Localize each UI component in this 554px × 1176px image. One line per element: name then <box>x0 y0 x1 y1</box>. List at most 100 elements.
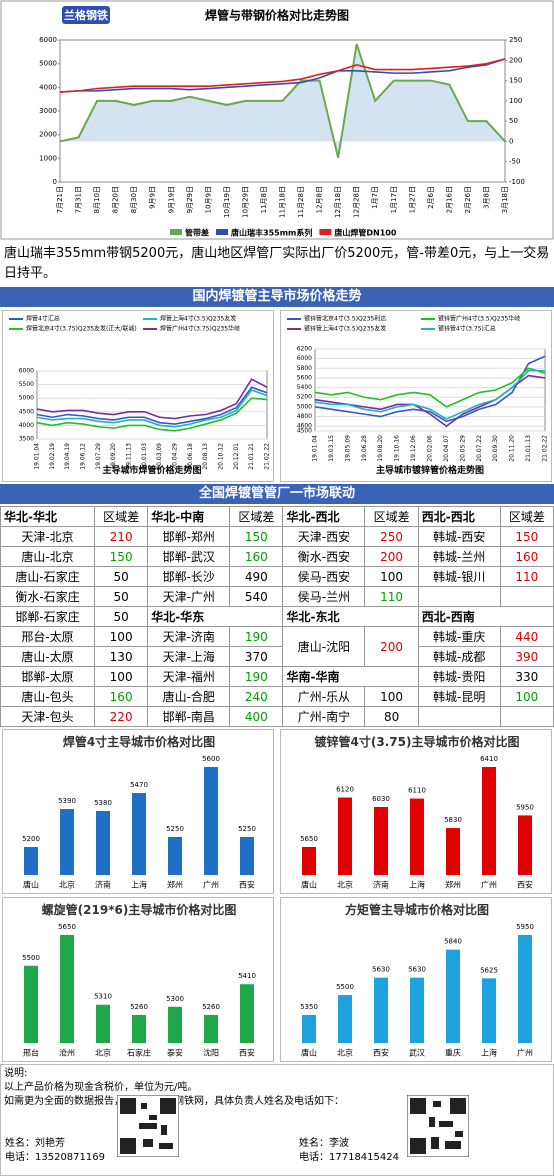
table-cell: 邯郸-石家庄 <box>0 606 95 627</box>
bar <box>302 847 316 875</box>
table-cell: 韩城-成都 <box>417 646 501 667</box>
x-tick-label: 西安 <box>239 1048 255 1058</box>
table-cell: 唐山-沈阳 <box>282 626 366 667</box>
x-tick-label: 11月28日 <box>297 186 305 218</box>
table-wrap: 华北-华北 区域差 华北-中南 区域差 华北-西北 区域差 西北-西北 区域差 天津-北京 210… <box>0 506 554 727</box>
bar-chart: 螺旋管(219*6)主导城市价格对比图 5500 邢台 5650 沧州 5310 北京 526… <box>2 897 274 1062</box>
y-tick-label: 6000 <box>297 355 312 362</box>
weld-trend-chart: 主导城市焊管价格走势图 3500 4000 4500 5000 5500 6000 19.01… <box>2 310 274 482</box>
legend-label: 镀锌管上海4寸(3.5)Q235友发 <box>304 325 386 333</box>
bar <box>132 1015 146 1043</box>
x-tick-label: 广州 <box>203 880 219 890</box>
x-tick-label: 8月10日 <box>93 186 101 213</box>
legend-label: 焊管广州4寸(3.75)Q235华岐 <box>160 325 240 333</box>
table-cell: 衡水-西安 <box>282 546 366 567</box>
table-cell: 邯郸-郑州 <box>147 526 231 547</box>
bar <box>204 1015 218 1043</box>
x-tick-label: 12月28日 <box>353 186 361 218</box>
table-cell: 韩城-重庆 <box>417 626 501 647</box>
x-tick-label: 20.04.07 <box>443 435 450 462</box>
chart-title: 主导城市镀锌管价格走势图 <box>376 464 484 476</box>
x-tick-label: 西安 <box>517 880 533 890</box>
empty-cell <box>417 586 501 607</box>
legend-swatch <box>319 229 332 235</box>
x-tick-label: 9月19日 <box>167 186 175 213</box>
y-tick-label: 4500 <box>19 408 34 415</box>
value-label: 5250 <box>238 825 256 833</box>
y-tick-label: 6000 <box>39 36 57 44</box>
table-cell: 100 <box>93 626 149 647</box>
x-tick-label: 19.02.19 <box>49 443 56 470</box>
x-tick-label: 21.02.22 <box>542 435 549 462</box>
table-cell: 440 <box>499 626 554 647</box>
y-tick-label: 0 <box>53 178 57 186</box>
y-tick-label: 5000 <box>19 395 34 402</box>
y-tick-label: 3000 <box>39 107 57 115</box>
legend-label: 管带差 <box>185 228 209 238</box>
region-table: 华北-华北 区域差 华北-中南 区域差 华北-西北 区域差 西北-西北 区域差 天津-北京 210… <box>0 506 554 727</box>
table-cell: 唐山-北京 <box>0 546 95 567</box>
x-tick-label: 济南 <box>373 880 389 890</box>
x-tick-label: 唐山 <box>23 880 39 890</box>
x-tick-label: 11月18日 <box>279 186 287 218</box>
table-cell: 天津-广州 <box>147 586 231 607</box>
x-tick-label: 20.08.13 <box>202 443 209 470</box>
y2-tick-label: 50 <box>509 117 518 125</box>
table-cell: 390 <box>499 646 554 667</box>
y2-tick-label: 0 <box>509 137 513 145</box>
x-tick-label: 19.06.28 <box>361 435 368 462</box>
series-line <box>36 397 268 432</box>
bar <box>96 811 110 875</box>
table-row: 唐山-北京 150 邯郸-武汉 160 衡水-西安 200 韩城-兰州 160 <box>0 546 554 567</box>
x-tick-label: 20.12.01 <box>233 443 240 470</box>
table-cell: 110 <box>364 586 419 607</box>
table-cell: 广州-乐从 <box>282 686 366 707</box>
table-cell: 220 <box>93 706 149 727</box>
empty-cell <box>499 586 554 607</box>
value-label: 5300 <box>166 995 184 1003</box>
x-tick-label: 沧州 <box>59 1048 75 1058</box>
empty-cell <box>499 706 554 727</box>
bar <box>302 1015 316 1043</box>
table-cell: 240 <box>229 686 284 707</box>
x-tick-label: 21.02.22 <box>264 443 271 470</box>
x-tick-label: 21.01.21 <box>248 443 255 470</box>
table-cell: 韩城-昆明 <box>417 686 501 707</box>
y-tick-label: 5800 <box>297 365 312 372</box>
bar <box>132 793 146 875</box>
table-row: 唐山-石家庄 50 邯郸-长沙 490 侯马-西安 100 韩城-银川 110 <box>0 566 554 587</box>
x-tick-label: 10月29日 <box>241 186 249 218</box>
bar <box>24 965 38 1043</box>
y-tick-label: 5000 <box>39 60 57 68</box>
x-tick-label: 19.01.04 <box>312 435 319 462</box>
table-row: 唐山-太原 130 天津-上海 370 韩城-成都 390 <box>0 646 554 667</box>
empty-cell <box>417 706 501 727</box>
x-tick-label: 广州 <box>481 880 497 890</box>
table-cell: 唐山-太原 <box>0 646 95 667</box>
x-tick-label: 19.06.12 <box>80 443 87 470</box>
x-tick-label: 西安 <box>239 880 255 890</box>
x-tick-label: 2月26日 <box>464 186 472 213</box>
x-tick-label: 19.01.04 <box>34 443 41 470</box>
table-group-header: 华北-华东 <box>147 606 284 627</box>
bar <box>338 995 352 1043</box>
table-cell: 天津-济南 <box>147 626 231 647</box>
contact: 姓名：李波 电话：17718415424 <box>299 1137 399 1165</box>
series-line <box>314 367 546 408</box>
x-tick-label: 20.04.29 <box>172 443 179 470</box>
table-cell: 区域差 <box>364 506 419 527</box>
value-label: 6110 <box>408 787 426 795</box>
plot-area <box>314 348 546 432</box>
bar <box>168 1006 182 1043</box>
table-cell: 200 <box>364 546 419 567</box>
x-tick-label: 广州 <box>517 1048 533 1058</box>
value-label: 5470 <box>130 781 148 789</box>
table-cell: 100 <box>364 566 419 587</box>
table-cell: 540 <box>229 586 284 607</box>
x-tick-label: 20.09.30 <box>492 435 499 462</box>
x-tick-label: 19.05.09 <box>344 435 351 462</box>
x-tick-label: 7月21日 <box>56 186 64 213</box>
legend-label: 镀锌管广州4寸(3.5)Q235华岐 <box>438 315 520 323</box>
table-group-header: 华北-中南 <box>147 506 231 527</box>
